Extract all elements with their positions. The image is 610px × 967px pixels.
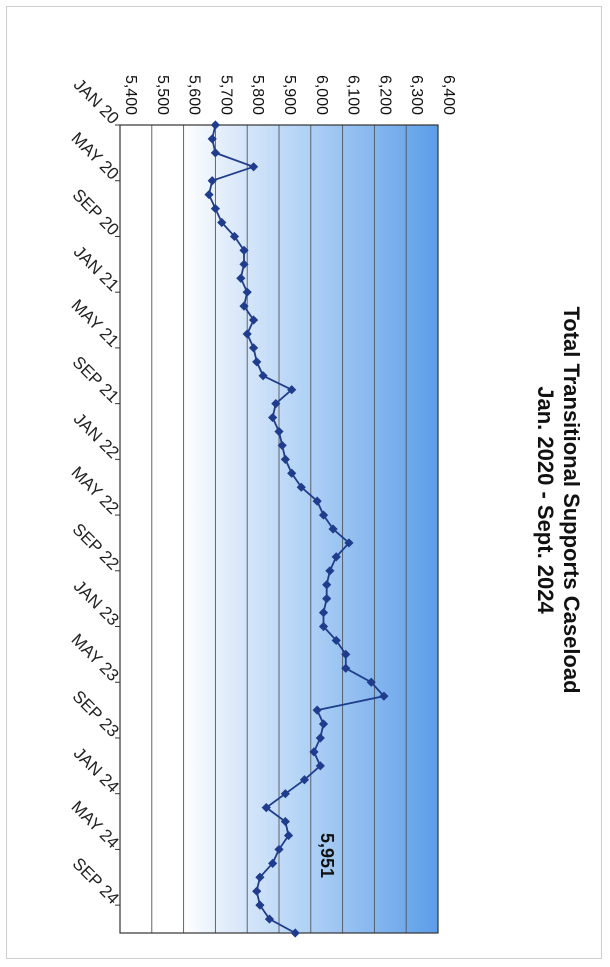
data-point: [210, 203, 220, 214]
data-point: [271, 399, 281, 409]
data-point: [248, 343, 259, 353]
value-tick-label: 6,400: [440, 75, 457, 115]
data-point: [204, 190, 214, 200]
data-point: [325, 566, 335, 576]
data-point: [261, 803, 271, 813]
data-point: [274, 844, 284, 855]
month-tick-label: SEP 22: [69, 520, 123, 574]
scan-frame: [6, 6, 602, 959]
value-tick-label: 5,900: [281, 75, 298, 115]
month-tick-label: SEP 20: [69, 185, 123, 239]
chart-title: Total Transitional Supports Caseload: [559, 306, 584, 693]
month-tick-label: JAN 20: [70, 75, 123, 128]
data-point: [280, 454, 290, 464]
value-tick-label: 6,000: [313, 75, 330, 115]
data-point: [312, 705, 322, 715]
plot-border: [119, 124, 439, 934]
data-point: [252, 886, 262, 896]
month-tick-label: MAY 21: [68, 296, 123, 351]
data-point: [287, 468, 297, 478]
data-point: [280, 789, 290, 799]
data-point: [207, 176, 217, 186]
data-point: [239, 301, 249, 311]
month-tick-label: MAY 22: [68, 463, 123, 518]
data-point: [312, 496, 322, 506]
data-point: [264, 914, 275, 924]
data-point: [236, 273, 246, 283]
month-tick-label: JAN 22: [70, 409, 123, 462]
data-point: [239, 259, 249, 269]
value-tick-label: 5,400: [122, 75, 139, 115]
data-point: [318, 510, 329, 520]
data-point: [268, 412, 278, 423]
data-point: [242, 287, 252, 297]
data-point: [242, 329, 252, 339]
data-point: [217, 217, 227, 228]
month-tick-label: MAY 20: [68, 128, 123, 183]
data-point: [379, 691, 389, 701]
data-point: [210, 120, 220, 130]
month-tick-label: SEP 21: [69, 352, 123, 406]
data-point: [280, 816, 290, 827]
data-point: [309, 747, 319, 757]
data-point: [283, 830, 294, 841]
data-point: [318, 607, 329, 618]
month-tick-label: MAY 23: [68, 630, 123, 685]
data-point: [318, 621, 329, 632]
data-point: [341, 663, 351, 673]
data-point: [299, 775, 310, 785]
value-tick-label: 5,800: [249, 75, 266, 115]
data-point: [239, 245, 249, 255]
last-value-annotation: 5,951: [317, 833, 337, 878]
data-point: [255, 872, 265, 882]
data-point: [255, 900, 265, 910]
month-tick-label: JAN 24: [70, 744, 123, 797]
data-point: [274, 426, 284, 437]
data-point: [248, 162, 259, 172]
data-point: [268, 858, 278, 868]
value-tick-label: 6,300: [408, 75, 425, 115]
month-tick-label: JAN 23: [70, 576, 123, 629]
data-point: [252, 357, 262, 367]
data-point: [322, 594, 332, 604]
month-tick-label: SEP 24: [69, 854, 123, 908]
data-point: [331, 552, 341, 562]
data-point: [315, 733, 325, 743]
data-point: [229, 231, 240, 242]
month-tick-label: JAN 21: [70, 242, 123, 295]
data-point: [207, 134, 217, 144]
value-axis-ticks: 5,400 5,500 5,600 5,700 5,800 5,900 6,000 6,100…: [122, 75, 457, 115]
value-tick-label: 6,100: [345, 75, 362, 115]
value-tick-label: 6,200: [376, 75, 393, 115]
data-point: [344, 538, 354, 548]
chart-subtitle: Jan. 2020 - Sept. 2024: [533, 386, 558, 614]
data-point: [248, 315, 259, 325]
data-point: [277, 440, 287, 451]
data-point: [322, 580, 332, 590]
month-tick-label: MAY 24: [68, 797, 123, 852]
data-point: [341, 649, 351, 659]
data-point: [290, 928, 300, 938]
data-point: [366, 677, 376, 687]
data-point: [287, 385, 297, 395]
data-point: [315, 761, 325, 771]
data-point: [318, 719, 329, 729]
data-point: [258, 371, 268, 381]
data-points: [204, 120, 389, 938]
data-point: [331, 635, 341, 646]
value-tick-label: 5,700: [217, 75, 234, 115]
month-tick-label: SEP 23: [69, 687, 123, 741]
data-point: [328, 524, 338, 534]
value-tick-label: 5,600: [186, 75, 203, 115]
data-point: [296, 482, 306, 492]
data-point: [210, 148, 220, 158]
value-tick-label: 5,500: [154, 75, 171, 115]
